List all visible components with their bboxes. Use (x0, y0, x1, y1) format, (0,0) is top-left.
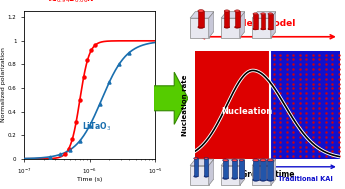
Bar (253, 160, 259, 180)
Polygon shape (240, 12, 245, 38)
Text: LiTaO$_3$: LiTaO$_3$ (82, 120, 111, 133)
Bar (221, 18, 240, 38)
Text: Traditional KAI: Traditional KAI (278, 176, 333, 182)
Ellipse shape (232, 159, 237, 161)
Bar (252, 166, 271, 185)
Polygon shape (190, 12, 214, 18)
Ellipse shape (198, 26, 204, 28)
Ellipse shape (204, 157, 208, 159)
Bar (270, 51, 340, 159)
X-axis label: Time (s): Time (s) (77, 177, 102, 182)
Ellipse shape (232, 177, 237, 179)
Text: Nucleation: Nucleation (221, 107, 273, 116)
Polygon shape (221, 12, 245, 18)
Ellipse shape (204, 175, 208, 177)
Bar (221, 166, 240, 185)
Polygon shape (209, 12, 214, 38)
Ellipse shape (268, 13, 273, 15)
Ellipse shape (253, 179, 259, 181)
Ellipse shape (224, 26, 229, 28)
Polygon shape (190, 159, 214, 166)
Ellipse shape (235, 26, 240, 28)
Bar (261, 14, 265, 29)
Polygon shape (221, 159, 245, 166)
Bar (253, 14, 258, 29)
Ellipse shape (235, 10, 240, 12)
Polygon shape (154, 72, 188, 124)
Ellipse shape (223, 159, 228, 161)
Text: New model: New model (239, 19, 296, 28)
Bar (198, 11, 204, 27)
Ellipse shape (239, 177, 244, 179)
Ellipse shape (260, 179, 266, 181)
Ellipse shape (194, 157, 198, 159)
Ellipse shape (223, 177, 228, 179)
Bar (232, 160, 237, 178)
Ellipse shape (260, 159, 266, 161)
Ellipse shape (253, 28, 258, 30)
Ellipse shape (261, 13, 265, 15)
Bar (223, 160, 228, 178)
Polygon shape (240, 159, 245, 185)
Ellipse shape (267, 159, 274, 161)
Ellipse shape (253, 13, 258, 15)
Polygon shape (209, 159, 214, 185)
Bar (239, 160, 244, 178)
Polygon shape (271, 12, 276, 38)
Bar (204, 158, 208, 176)
Ellipse shape (239, 159, 244, 161)
Text: Al$_{0.94}$B$_{0.06}$N: Al$_{0.94}$B$_{0.06}$N (48, 0, 94, 5)
Bar (235, 11, 240, 27)
Ellipse shape (224, 10, 229, 12)
Bar (190, 18, 209, 38)
Ellipse shape (267, 179, 274, 181)
Polygon shape (252, 159, 276, 166)
Ellipse shape (194, 175, 198, 177)
Ellipse shape (268, 28, 273, 30)
Bar (267, 160, 273, 180)
Ellipse shape (261, 28, 265, 30)
Bar (260, 160, 266, 180)
Bar (190, 166, 209, 185)
Polygon shape (252, 12, 276, 18)
Bar (194, 158, 198, 176)
Bar (268, 14, 273, 29)
Ellipse shape (253, 159, 259, 161)
Bar (224, 11, 229, 27)
Polygon shape (271, 159, 276, 185)
Text: Growth time: Growth time (240, 170, 294, 179)
Text: Nucleation rate: Nucleation rate (182, 74, 188, 136)
Ellipse shape (198, 10, 204, 12)
Y-axis label: Normalized polarization: Normalized polarization (1, 48, 6, 122)
Bar (252, 18, 271, 38)
